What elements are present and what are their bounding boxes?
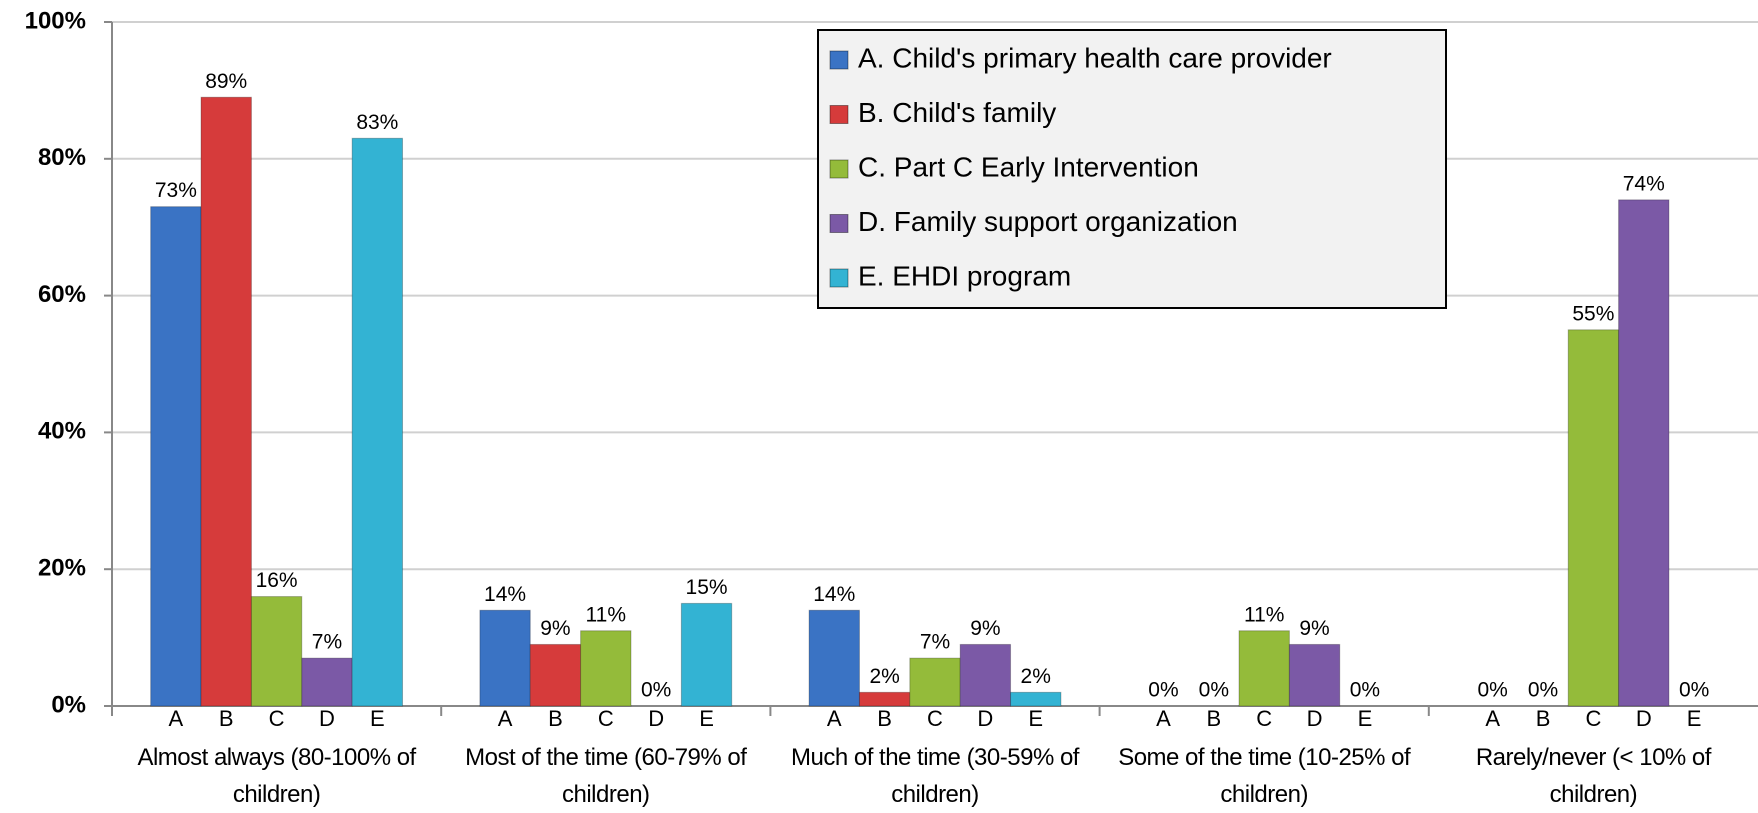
legend-swatch [829, 214, 849, 233]
bar-sub-label: A [827, 706, 842, 731]
y-tick-label: 100% [25, 7, 86, 34]
legend-swatch [829, 159, 849, 179]
bar [1288, 643, 1341, 707]
bar-sub-label: D [977, 706, 993, 731]
value-label: 74% [1623, 172, 1665, 195]
value-label: 0% [1350, 679, 1380, 702]
legend-swatch [829, 50, 849, 70]
x-category-label: Most of the time (60-79% of children) [465, 744, 747, 808]
bar-sub-label: B [1536, 706, 1551, 731]
bar-sub-label: B [548, 706, 563, 731]
bar-sub-label: E [370, 706, 385, 731]
y-tick-label: 80% [38, 144, 86, 171]
legend-label: C. Part C Early Intervention [858, 151, 1199, 182]
bar [1238, 630, 1290, 707]
bar-sub-label: A [1485, 706, 1500, 731]
value-label: 0% [1199, 679, 1229, 702]
legend-box [817, 29, 1447, 309]
value-label: 0% [1679, 679, 1709, 702]
legend-label: D. Family support organization [858, 206, 1238, 237]
bar-sub-label: A [498, 706, 513, 731]
legend-label: A. Child's primary health care provider [858, 42, 1332, 73]
bar-sub-label: A [1156, 706, 1171, 731]
bar-sub-label: E [1358, 706, 1373, 731]
value-label: 55% [1572, 302, 1614, 325]
bar-sub-label: B [1206, 706, 1221, 731]
value-label: 16% [256, 569, 298, 592]
bar-sub-label: D [319, 706, 335, 731]
x-category-label: Rarely/never (< 10% of children) [1475, 744, 1712, 808]
value-label: 0% [641, 679, 671, 702]
value-label: 0% [1528, 679, 1558, 702]
bar-sub-label: E [1687, 706, 1702, 731]
bar [858, 691, 911, 707]
bar [1010, 691, 1062, 707]
bar-sub-label: C [927, 706, 943, 731]
bar [1618, 199, 1670, 707]
bar [529, 643, 582, 707]
bar-sub-label: C [269, 706, 285, 731]
value-label: 2% [869, 665, 899, 688]
bar [250, 596, 303, 707]
bar [150, 206, 202, 707]
value-label: 7% [312, 631, 342, 654]
value-label: 11% [586, 603, 626, 626]
bar-sub-label: C [1256, 706, 1272, 731]
bar-sub-label: E [1028, 706, 1043, 731]
value-label: 89% [205, 70, 247, 93]
value-label: 15% [686, 576, 728, 599]
x-category-label: Some of the time (10-25% of children) [1118, 744, 1411, 808]
x-category-label: Much of the time (30-59% of children) [790, 744, 1079, 808]
value-label: 83% [356, 111, 398, 134]
value-label: 2% [1021, 665, 1051, 688]
y-tick-label: 0% [51, 691, 86, 718]
bar-sub-label: B [219, 706, 234, 731]
legend-label: E. EHDI program [858, 260, 1071, 291]
bar [200, 96, 252, 707]
legend-label: B. Child's family [858, 97, 1056, 128]
bar [680, 602, 733, 707]
value-label: 0% [1148, 679, 1178, 702]
value-label: 14% [813, 583, 855, 606]
bar [301, 657, 353, 707]
bar-sub-label: D [1307, 706, 1323, 731]
x-category-label: Almost always (80-100% of children) [137, 744, 416, 808]
y-tick-label: 60% [38, 281, 86, 308]
bar-sub-label: C [598, 706, 614, 731]
value-label: 9% [1299, 617, 1329, 640]
bar-sub-label: C [1585, 706, 1601, 731]
value-label: 0% [1477, 679, 1507, 702]
legend-swatch [829, 268, 849, 288]
legend-swatch [829, 105, 849, 124]
y-tick-label: 20% [38, 555, 86, 582]
y-tick-label: 40% [38, 418, 86, 445]
value-label: 9% [970, 617, 1000, 640]
value-label: 73% [155, 179, 197, 202]
value-label: 9% [540, 617, 570, 640]
bar [1567, 329, 1620, 707]
bar-sub-label: D [1636, 706, 1652, 731]
bar [959, 643, 1012, 707]
bar-sub-label: D [648, 706, 664, 731]
bar [479, 609, 531, 707]
bar-sub-label: A [169, 706, 184, 731]
bar [351, 137, 404, 707]
bar-sub-label: B [877, 706, 892, 731]
bar-sub-label: E [699, 706, 714, 731]
value-label: 14% [484, 583, 526, 606]
value-label: 11% [1244, 603, 1284, 626]
value-label: 7% [920, 631, 950, 654]
bar [808, 609, 860, 707]
bar [580, 630, 632, 707]
bar [909, 657, 961, 707]
